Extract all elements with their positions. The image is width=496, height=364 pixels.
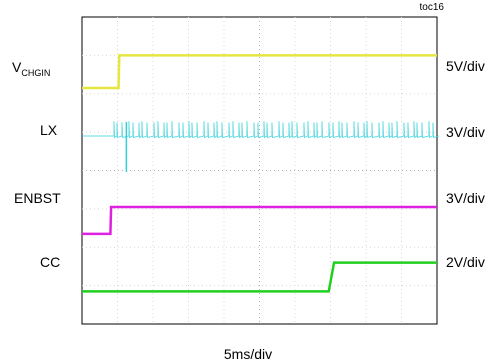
trace-lx — [82, 121, 440, 139]
channel-scale-cc: 2V/div — [446, 254, 485, 270]
channel-scale-lx: 3V/div — [446, 124, 485, 140]
channel-label-vchgin: VCHGIN — [12, 59, 51, 78]
x-axis-label: 5ms/div — [223, 346, 273, 362]
traces — [82, 54, 440, 293]
channel-scale-enbst: 3V/div — [446, 190, 485, 206]
trace-vchgin — [82, 54, 437, 90]
channel-label-cc: CC — [40, 254, 61, 270]
figure-id: toc16 — [419, 2, 444, 13]
plot-frame — [81, 16, 438, 325]
trace-enbst — [82, 205, 437, 236]
trace-cc — [82, 261, 437, 293]
channel-label-enbst: ENBST — [14, 190, 61, 206]
channel-label-lx: LX — [40, 122, 58, 138]
channel-scale-vchgin: 5V/div — [446, 58, 485, 74]
